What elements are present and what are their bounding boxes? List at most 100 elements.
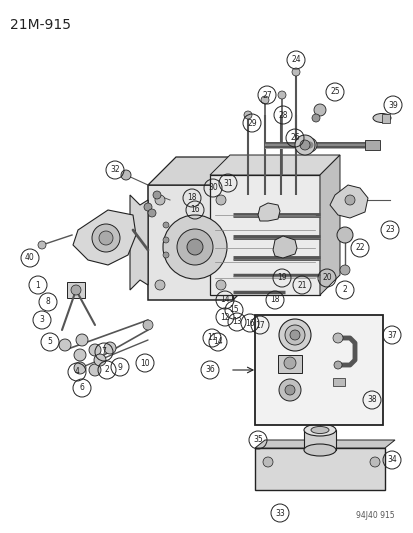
- Circle shape: [306, 141, 313, 149]
- Text: 14: 14: [213, 337, 222, 346]
- Bar: [364, 140, 379, 150]
- FancyBboxPatch shape: [209, 175, 319, 295]
- Circle shape: [216, 195, 225, 205]
- Circle shape: [76, 334, 88, 346]
- Polygon shape: [233, 157, 260, 300]
- Text: 19: 19: [277, 273, 286, 282]
- Text: 17: 17: [254, 320, 264, 329]
- Text: 23: 23: [384, 225, 394, 235]
- Text: 4: 4: [74, 367, 79, 376]
- Circle shape: [144, 203, 152, 211]
- Text: 21: 21: [297, 280, 306, 289]
- Circle shape: [344, 195, 354, 205]
- Circle shape: [94, 354, 106, 366]
- Circle shape: [163, 215, 226, 279]
- Circle shape: [260, 96, 268, 104]
- Circle shape: [74, 349, 86, 361]
- Circle shape: [294, 135, 314, 155]
- Circle shape: [278, 379, 300, 401]
- Circle shape: [291, 68, 299, 76]
- Text: 20: 20: [321, 273, 331, 282]
- Circle shape: [283, 357, 295, 369]
- Text: 37: 37: [386, 330, 396, 340]
- Circle shape: [278, 319, 310, 351]
- Text: 33: 33: [275, 508, 284, 518]
- Polygon shape: [130, 195, 147, 290]
- FancyBboxPatch shape: [147, 185, 233, 300]
- Bar: [332, 378, 344, 386]
- Circle shape: [89, 364, 101, 376]
- Polygon shape: [209, 155, 339, 175]
- Text: 12: 12: [220, 312, 229, 321]
- Text: 32: 32: [110, 166, 119, 174]
- Text: 30: 30: [208, 183, 217, 192]
- Text: 1: 1: [36, 280, 40, 289]
- Ellipse shape: [303, 444, 335, 456]
- Text: 31: 31: [223, 179, 232, 188]
- Ellipse shape: [310, 426, 328, 433]
- Text: 18: 18: [187, 193, 196, 203]
- Bar: [381, 114, 389, 123]
- Text: 38: 38: [366, 395, 376, 405]
- Text: 11: 11: [207, 334, 216, 343]
- Text: 14: 14: [220, 295, 229, 304]
- Circle shape: [163, 252, 169, 258]
- Text: 5: 5: [47, 337, 52, 346]
- Circle shape: [243, 111, 252, 119]
- Text: 24: 24: [290, 55, 300, 64]
- Circle shape: [104, 342, 116, 354]
- Polygon shape: [257, 203, 279, 221]
- Circle shape: [163, 237, 169, 243]
- Bar: [67, 282, 85, 298]
- Circle shape: [59, 339, 71, 351]
- Polygon shape: [272, 236, 296, 258]
- Text: 22: 22: [354, 244, 364, 253]
- Text: 16: 16: [244, 319, 254, 327]
- Text: 21M-915: 21M-915: [10, 18, 71, 32]
- Text: 39: 39: [387, 101, 397, 109]
- Text: 27: 27: [261, 91, 271, 100]
- Text: 94J40 915: 94J40 915: [356, 511, 394, 520]
- Circle shape: [153, 191, 161, 199]
- Circle shape: [277, 91, 285, 99]
- Circle shape: [38, 241, 46, 249]
- Circle shape: [89, 344, 101, 356]
- Circle shape: [177, 229, 212, 265]
- Circle shape: [99, 231, 113, 245]
- Circle shape: [299, 140, 309, 150]
- Text: 18: 18: [270, 295, 279, 304]
- Circle shape: [163, 222, 169, 228]
- Ellipse shape: [372, 114, 390, 123]
- Circle shape: [339, 265, 349, 275]
- Circle shape: [121, 170, 131, 180]
- Text: 2: 2: [342, 286, 347, 295]
- Bar: [254, 448, 384, 490]
- Polygon shape: [319, 155, 339, 295]
- Text: 29: 29: [247, 118, 256, 127]
- Circle shape: [289, 330, 299, 340]
- Text: 25: 25: [330, 87, 339, 96]
- Text: 13: 13: [232, 318, 241, 327]
- Text: 15: 15: [229, 305, 238, 314]
- Circle shape: [284, 325, 304, 345]
- Circle shape: [332, 333, 342, 343]
- Text: 6: 6: [79, 384, 84, 392]
- Bar: [303, 430, 335, 450]
- Circle shape: [216, 280, 225, 290]
- Bar: [277, 355, 301, 373]
- Circle shape: [369, 457, 379, 467]
- Text: 28: 28: [278, 110, 287, 119]
- Circle shape: [302, 138, 316, 152]
- Circle shape: [142, 320, 153, 330]
- Text: 36: 36: [204, 366, 214, 375]
- Text: 2: 2: [104, 366, 109, 375]
- Text: 26: 26: [290, 133, 299, 142]
- Ellipse shape: [303, 424, 335, 436]
- Text: 7: 7: [101, 348, 106, 357]
- Circle shape: [284, 385, 294, 395]
- Circle shape: [154, 280, 165, 290]
- Circle shape: [336, 227, 352, 243]
- Circle shape: [92, 224, 120, 252]
- Text: 16: 16: [190, 206, 199, 214]
- Polygon shape: [329, 185, 367, 218]
